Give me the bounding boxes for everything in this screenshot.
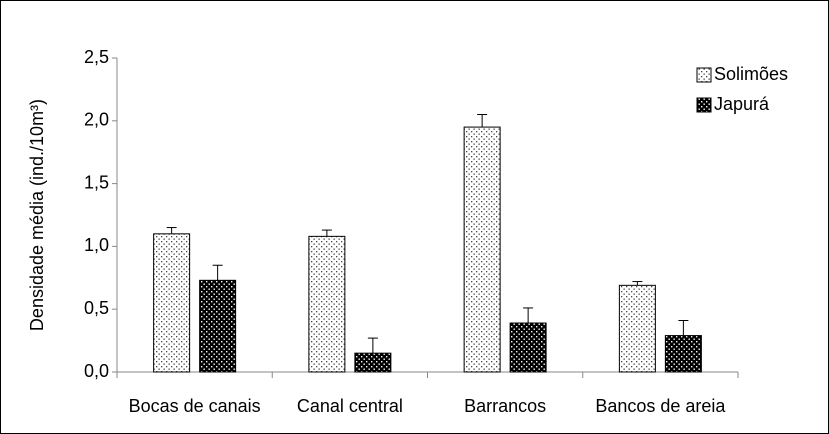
- bar: [463, 126, 501, 373]
- x-tick-label: Bancos de areia: [595, 396, 726, 416]
- legend-label: Japurá: [714, 94, 770, 114]
- bar: [199, 279, 237, 373]
- x-tick-label: Bocas de canais: [129, 396, 261, 416]
- bar: [509, 322, 547, 373]
- y-tick-label: 0,0: [84, 361, 109, 381]
- y-tick-label: 1,0: [84, 235, 109, 255]
- legend-swatch: [696, 67, 712, 83]
- y-tick-label: 2,5: [84, 47, 109, 67]
- legend-label: Solimões: [714, 64, 788, 84]
- y-tick-label: 2,0: [84, 110, 109, 130]
- bar: [153, 233, 191, 373]
- x-tick-label: Barrancos: [464, 396, 546, 416]
- bar: [618, 284, 656, 373]
- x-tick-label: Canal central: [297, 396, 403, 416]
- y-tick-label: 0,5: [84, 298, 109, 318]
- bar: [308, 235, 346, 373]
- y-axis-label: Densidade média (ind./10m³): [27, 99, 47, 331]
- y-tick-label: 1,5: [84, 172, 109, 192]
- bar: [664, 335, 702, 373]
- bar: [354, 352, 392, 373]
- legend-swatch: [696, 97, 712, 113]
